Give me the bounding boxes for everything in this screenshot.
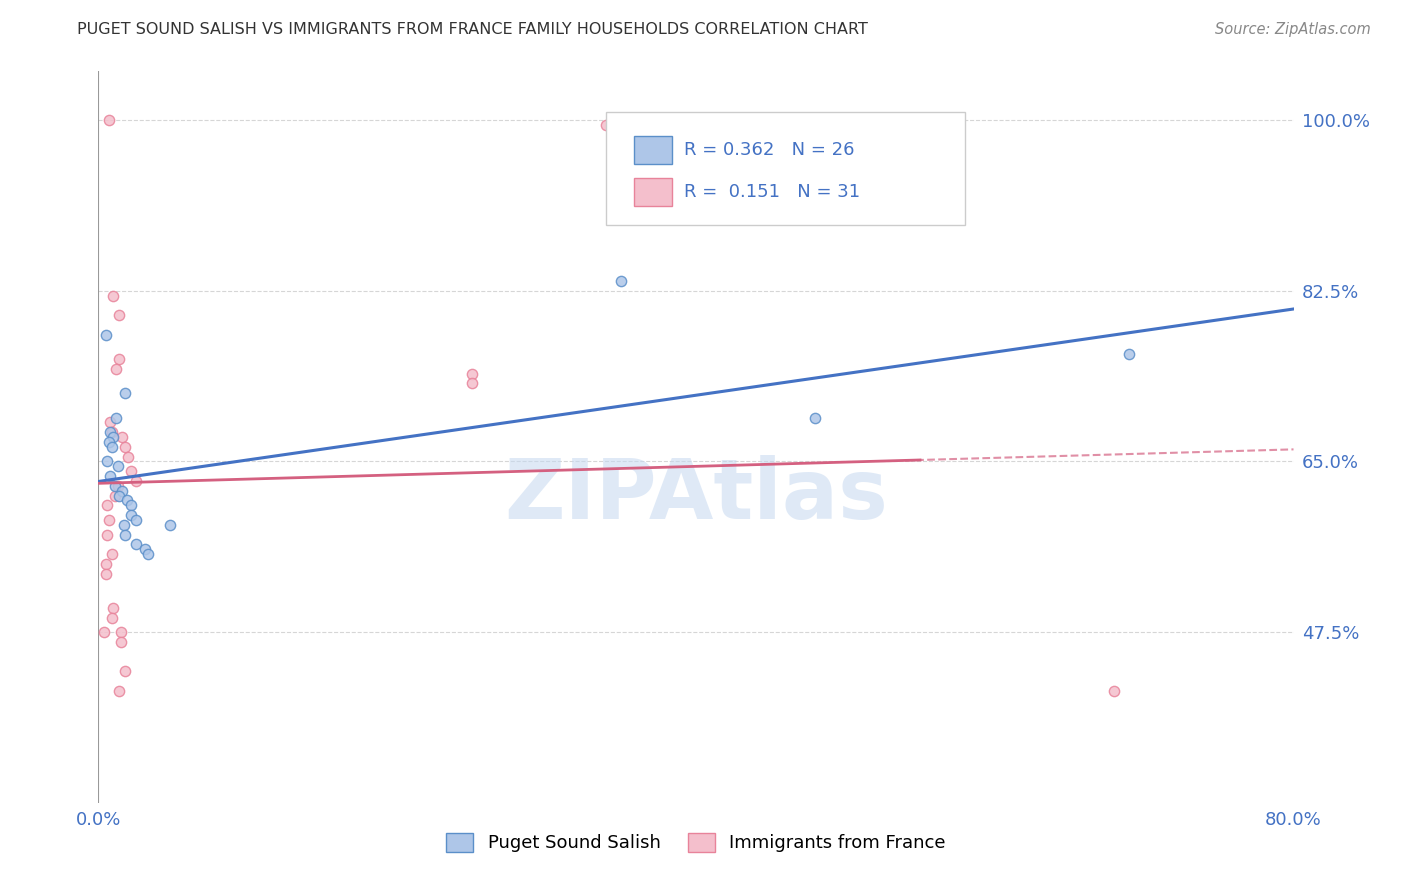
Point (110, 635, 132, 649)
Text: ZIPAtlas: ZIPAtlas (503, 455, 889, 536)
Legend: Puget Sound Salish, Immigrants from France: Puget Sound Salish, Immigrants from Fran… (439, 826, 953, 860)
Point (96, 499, 118, 513)
Point (125, 537, 148, 551)
Point (114, 440, 136, 454)
Point (101, 440, 124, 454)
Point (101, 610, 124, 624)
Point (98, 425, 122, 440)
Point (103, 600, 125, 615)
Point (804, 410, 827, 425)
Point (610, 274, 633, 288)
Point (114, 527, 136, 541)
Point (114, 664, 136, 678)
Point (117, 450, 139, 464)
Point (94, 557, 117, 571)
Point (595, 118, 617, 132)
Point (94, 327, 117, 342)
Point (101, 425, 124, 440)
Text: R =  0.151   N = 31: R = 0.151 N = 31 (685, 184, 860, 202)
Point (97, 113, 120, 128)
Point (101, 547, 124, 561)
Point (104, 479, 127, 493)
Point (115, 493, 138, 508)
Point (111, 483, 134, 498)
Point (110, 625, 132, 640)
Point (120, 464, 142, 478)
Point (1118, 347, 1140, 361)
Text: PUGET SOUND SALISH VS IMMIGRANTS FROM FRANCE FAMILY HOUSEHOLDS CORRELATION CHART: PUGET SOUND SALISH VS IMMIGRANTS FROM FR… (77, 22, 869, 37)
Point (94, 566, 117, 581)
Text: R = 0.362   N = 26: R = 0.362 N = 26 (685, 141, 855, 159)
Point (136, 547, 159, 561)
FancyBboxPatch shape (606, 112, 965, 225)
Point (125, 513, 148, 527)
Point (98, 469, 122, 483)
Point (97, 513, 120, 527)
Point (93, 625, 115, 640)
Point (105, 410, 128, 425)
Point (104, 489, 127, 503)
Point (461, 367, 484, 381)
Point (111, 430, 134, 444)
Point (120, 499, 142, 513)
Point (103, 288, 125, 302)
FancyBboxPatch shape (634, 178, 672, 206)
Point (114, 386, 136, 401)
Point (1104, 683, 1126, 698)
Point (108, 352, 131, 367)
FancyBboxPatch shape (634, 136, 672, 164)
Point (108, 308, 131, 322)
Point (103, 430, 125, 444)
Point (105, 361, 128, 376)
Point (112, 517, 135, 532)
Point (108, 489, 131, 503)
Point (107, 459, 129, 474)
Point (107, 479, 129, 493)
Point (159, 517, 181, 532)
Point (98, 416, 122, 430)
Point (125, 474, 148, 488)
Point (108, 683, 131, 698)
Point (461, 376, 484, 391)
Text: Source: ZipAtlas.com: Source: ZipAtlas.com (1215, 22, 1371, 37)
Point (96, 454, 118, 468)
Point (96, 527, 118, 541)
Point (134, 542, 156, 557)
Point (97, 434, 120, 449)
Point (120, 508, 142, 522)
